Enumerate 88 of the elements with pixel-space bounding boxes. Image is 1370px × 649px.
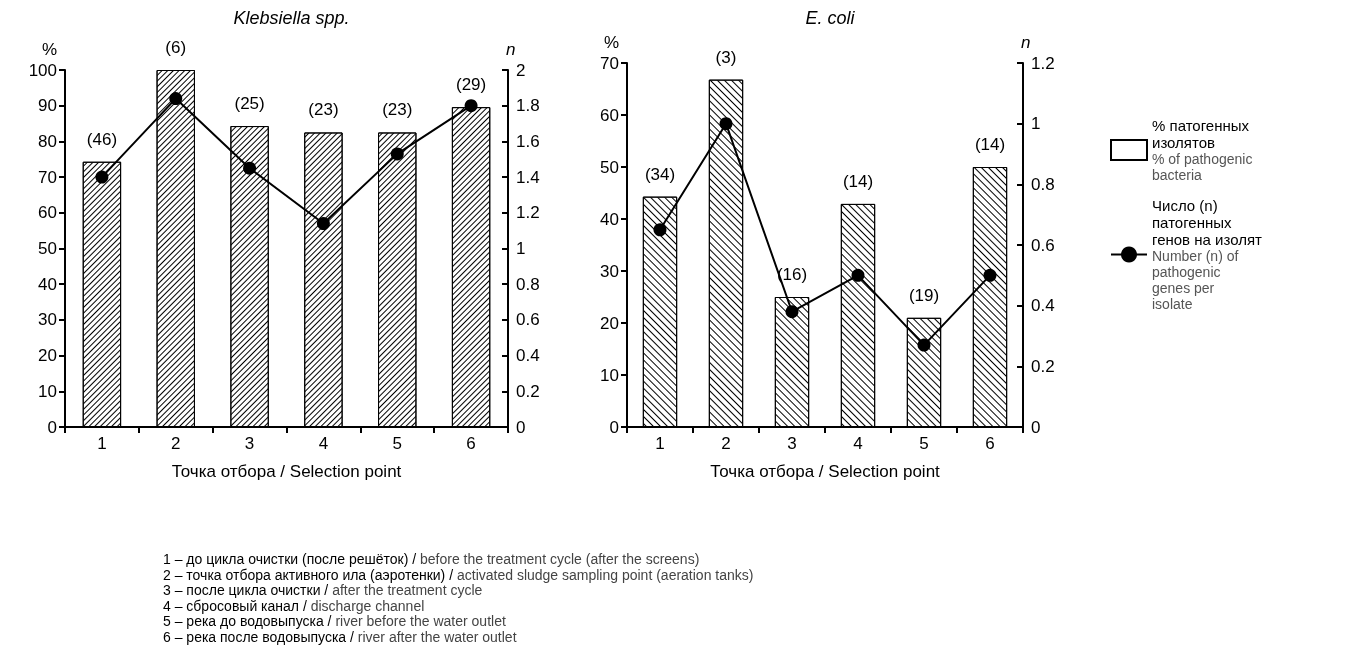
point bbox=[243, 161, 257, 175]
y-tick-label: 70 bbox=[38, 167, 57, 187]
y2-axis-title: n bbox=[1021, 33, 1031, 52]
y2-tick-label: 0.8 bbox=[516, 274, 540, 294]
y2-tick-label: 1 bbox=[516, 239, 526, 258]
x-tick-label: 3 bbox=[787, 434, 797, 453]
y-tick-label: 50 bbox=[38, 239, 57, 258]
y-tick-label: 40 bbox=[600, 209, 619, 229]
y-tick-label: 0 bbox=[47, 417, 57, 437]
x-tick-label: 4 bbox=[318, 434, 329, 453]
y2-tick-label: 0.6 bbox=[516, 310, 540, 330]
y-axis-title: % bbox=[603, 33, 619, 52]
x-tick-label: 6 bbox=[466, 434, 476, 453]
x-tick-label: 2 bbox=[721, 434, 731, 453]
y2-tick-label: 0.2 bbox=[1031, 356, 1055, 376]
x-tick-label: 1 bbox=[97, 434, 107, 453]
annotation: (34) bbox=[644, 164, 676, 184]
annotation: (14) bbox=[974, 135, 1006, 154]
y2-tick-label: 0.4 bbox=[516, 346, 540, 366]
y-tick-label: 20 bbox=[38, 346, 57, 366]
annotation: (25) bbox=[234, 94, 265, 114]
point bbox=[917, 338, 931, 352]
y2-tick-label: 1.8 bbox=[516, 96, 540, 116]
y-tick-label: 20 bbox=[600, 313, 619, 333]
chart-title: E. coli bbox=[805, 8, 856, 28]
y2-tick-label: 0.4 bbox=[1031, 296, 1055, 316]
y2-tick-label: 0.2 bbox=[516, 381, 540, 401]
y-axis-title: % bbox=[41, 40, 57, 59]
y2-tick-label: 1.6 bbox=[516, 131, 540, 151]
y2-tick-label: 0 bbox=[1031, 417, 1041, 437]
annotation: (3) bbox=[715, 47, 737, 67]
y2-tick-label: 0.6 bbox=[1031, 235, 1055, 255]
y2-tick-label: 1.4 bbox=[516, 167, 540, 187]
annotation: (6) bbox=[165, 38, 187, 57]
point bbox=[390, 147, 404, 161]
legend-label: Число (n) патогенных генов на изолят Number (n) of pathogenic genes per isolate bbox=[1152, 197, 1263, 312]
x-tick-label: 5 bbox=[919, 434, 929, 453]
text: 2 – точка отбора активного ила (аэротенки) / activated sludge sampling point (aeration tanks) bbox=[163, 566, 754, 583]
point bbox=[464, 99, 478, 113]
annotation: (19) bbox=[908, 285, 940, 305]
x-tick-label: 4 bbox=[853, 434, 863, 453]
y-tick-label: 100 bbox=[28, 60, 57, 80]
y-tick-label: 30 bbox=[600, 261, 619, 281]
y-tick-label: 50 bbox=[600, 157, 619, 177]
y2-axis-title: n bbox=[506, 40, 516, 59]
legend-label: % патогенных изолятов % of pathogenic bacteria bbox=[1152, 117, 1253, 183]
chart-title: Klebsiella spp. bbox=[233, 8, 350, 28]
text: 6 – река после водовыпуска / river after the water outlet bbox=[163, 628, 517, 645]
y-tick-label: 90 bbox=[38, 96, 57, 116]
point bbox=[316, 217, 330, 231]
text: 5 – река до водовыпуска / river before the water outlet bbox=[163, 613, 506, 629]
annotation: (29) bbox=[455, 75, 487, 95]
annotation: (46) bbox=[86, 129, 118, 149]
text: 4 – сбросовый канал / discharge channel bbox=[163, 597, 425, 614]
y2-tick-label: 2 bbox=[516, 60, 526, 80]
x-tick-label: 3 bbox=[244, 434, 255, 453]
x-tick-label: 6 bbox=[985, 434, 995, 453]
point bbox=[785, 305, 799, 319]
y2-tick-label: 1.2 bbox=[1031, 53, 1055, 73]
x-tick-label: 1 bbox=[655, 434, 665, 453]
annotation: (23) bbox=[382, 100, 413, 120]
point bbox=[95, 170, 109, 184]
point bbox=[983, 268, 997, 282]
y-tick-label: 30 bbox=[38, 310, 57, 330]
y-tick-label: 0 bbox=[609, 417, 619, 437]
x-axis-title: Точка отбора / Selection point bbox=[710, 462, 941, 481]
y-tick-label: 10 bbox=[600, 365, 619, 385]
y-tick-label: 60 bbox=[600, 105, 619, 125]
y-tick-label: 70 bbox=[600, 53, 619, 73]
y-tick-label: 80 bbox=[38, 131, 57, 151]
point bbox=[851, 268, 865, 282]
y-tick-label: 40 bbox=[38, 274, 57, 294]
annotation: (23) bbox=[308, 100, 339, 120]
x-tick-label: 2 bbox=[171, 434, 181, 453]
y2-tick-label: 1 bbox=[1031, 114, 1041, 134]
point bbox=[719, 117, 733, 131]
y-tick-label: 10 bbox=[38, 381, 57, 401]
annotation: (14) bbox=[842, 171, 874, 191]
x-tick-label: 5 bbox=[392, 434, 402, 453]
text: 3 – после цикла очистки / after the treatment cycle bbox=[163, 582, 483, 598]
point bbox=[169, 92, 183, 106]
text: 1 – до цикла очистки (после решёток) / before the treatment cycle (after the screens) bbox=[163, 551, 700, 567]
y2-tick-label: 1.2 bbox=[516, 203, 540, 223]
y2-tick-label: 0.8 bbox=[1031, 174, 1055, 194]
y2-tick-label: 0 bbox=[516, 417, 526, 437]
y-tick-label: 60 bbox=[38, 203, 57, 223]
point bbox=[653, 223, 667, 237]
x-axis-title: Точка отбора / Selection point bbox=[171, 462, 402, 481]
